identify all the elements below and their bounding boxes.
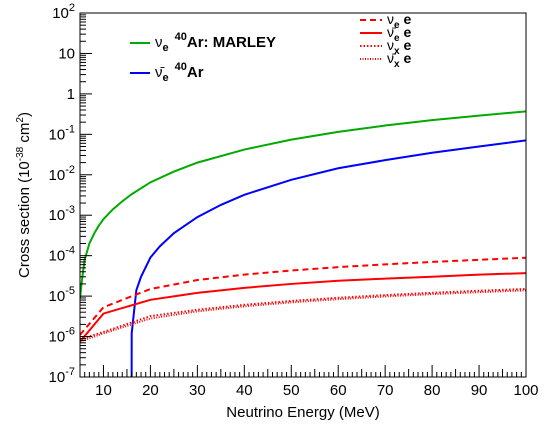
y-tick-label: 102 bbox=[52, 2, 75, 22]
x-tick-label: 100 bbox=[513, 382, 538, 399]
x-tick-label: 40 bbox=[236, 382, 253, 399]
legend-label-nuxbar_e: ν̄x e bbox=[387, 50, 411, 70]
x-tick-label: 50 bbox=[283, 382, 300, 399]
x-tick-label: 90 bbox=[471, 382, 488, 399]
y-tick-label: 10 bbox=[58, 45, 75, 62]
x-tick-label: 20 bbox=[142, 382, 159, 399]
legend-left: νe40Ar: MARLEY ν̄e40Ar bbox=[130, 31, 276, 84]
legend-right: νe eν̄e eνx eν̄x e bbox=[360, 11, 411, 70]
y-tick-label: 10-1 bbox=[49, 123, 75, 143]
legend-label-nue_e: νe e bbox=[387, 11, 411, 31]
legend-label-nuebar_ar: ν̄e40Ar bbox=[155, 61, 204, 84]
y-tick-label: 1 bbox=[67, 86, 75, 103]
y-tick-label: 10-3 bbox=[49, 204, 75, 224]
series-line-nux_e bbox=[80, 287, 526, 341]
series-line-nuebar_ar bbox=[130, 139, 526, 377]
x-tick-label: 70 bbox=[377, 382, 394, 399]
y-tick-label: 10-5 bbox=[49, 285, 75, 305]
series-line-nuxbar_e bbox=[80, 289, 526, 343]
x-tick-label: 30 bbox=[189, 382, 206, 399]
y-tick-label: 10-6 bbox=[49, 326, 75, 346]
series-line-nue_ar bbox=[80, 110, 526, 299]
series-lines bbox=[80, 110, 526, 377]
x-tick-label: 10 bbox=[95, 382, 112, 399]
x-axis-ticks: 10 20 30 40 50 60 70 80 90 100 bbox=[79, 365, 539, 399]
legend-label-nue_ar: νe40Ar: MARLEY bbox=[155, 31, 276, 54]
x-tick-label: 60 bbox=[330, 382, 347, 399]
x-axis-label: Neutrino Energy (MeV) bbox=[226, 404, 379, 421]
y-tick-label: 10-7 bbox=[49, 366, 75, 386]
legend-label-nuebar_e: ν̄e e bbox=[387, 24, 411, 44]
series-line-nue_e bbox=[80, 256, 526, 336]
legend-label-nux_e: νx e bbox=[387, 37, 411, 57]
x-tick-label: 80 bbox=[424, 382, 441, 399]
y-axis-ticks: 102 10 1 10-1 10-2 10-3 10-4 10-5 10-6 10-7 bbox=[49, 2, 92, 386]
y-axis-label: Cross section (10-38 cm2) bbox=[15, 112, 33, 278]
plot-frame bbox=[79, 12, 527, 378]
y-tick-label: 10-4 bbox=[49, 245, 75, 265]
series-line-nuebar_e bbox=[80, 272, 526, 343]
y-tick-label: 10-2 bbox=[49, 164, 75, 184]
